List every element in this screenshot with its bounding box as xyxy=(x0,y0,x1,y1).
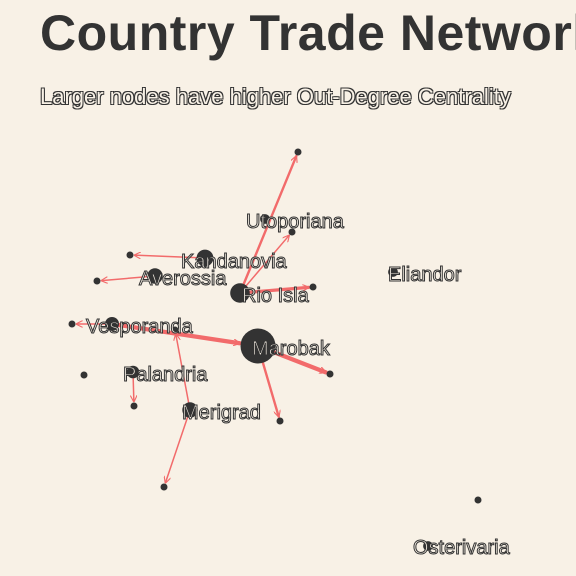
node-label-eliandor: Eliandor xyxy=(388,264,462,286)
node-eliandor xyxy=(388,267,398,277)
node-n7 xyxy=(93,277,101,285)
chart-title: Country Trade Network xyxy=(40,5,576,61)
node-n11 xyxy=(474,496,482,504)
node-n12 xyxy=(160,483,168,491)
node-n9 xyxy=(80,371,88,379)
node-n5 xyxy=(288,228,296,236)
node-label-marobak: Marobak xyxy=(252,338,331,360)
nodes-layer xyxy=(68,148,482,551)
node-utoporiana xyxy=(260,214,270,224)
node-label-utoporiana: Utoporiana xyxy=(246,211,345,233)
edge-rio-isla-to-n1 xyxy=(238,156,296,295)
node-rio-isla xyxy=(230,283,250,303)
chart-subtitle: Larger nodes have higher Out-Degree Cent… xyxy=(40,84,511,109)
edge-averossia-to-n7 xyxy=(101,275,156,281)
node-marobak xyxy=(240,328,276,364)
node-averossia xyxy=(147,268,163,284)
node-label-merigrad: Merigrad xyxy=(182,402,261,424)
node-label-rio-isla: Rio Isla xyxy=(242,285,310,307)
edge-kandanovia-to-n6 xyxy=(134,255,206,258)
edge-rio-isla-to-n5 xyxy=(239,235,289,294)
node-n13 xyxy=(171,326,179,334)
node-n4 xyxy=(276,417,284,425)
node-label-osterivaria: Osterivaria xyxy=(413,537,511,559)
node-label-averossia: Averossia xyxy=(139,268,227,290)
node-palandria xyxy=(126,365,140,379)
node-label-kandanovia: Kandanovia xyxy=(181,251,288,273)
node-osterivaria xyxy=(423,541,433,551)
node-n2 xyxy=(326,370,334,378)
node-n8 xyxy=(68,320,76,328)
edge-merigrad-to-n12 xyxy=(165,409,191,483)
node-vesporanda xyxy=(105,317,119,331)
node-label-vesporanda: Vesporanda xyxy=(86,316,194,338)
node-n10 xyxy=(130,402,138,410)
node-kandanovia xyxy=(196,249,214,267)
node-n1 xyxy=(294,148,302,156)
node-label-palandria: Palandria xyxy=(123,364,208,386)
edge-merigrad-to-n13 xyxy=(176,334,191,411)
node-merigrad xyxy=(182,402,198,418)
edge-rio-isla-to-n3 xyxy=(238,287,311,295)
node-n3 xyxy=(309,283,317,291)
node-n6 xyxy=(126,251,134,259)
